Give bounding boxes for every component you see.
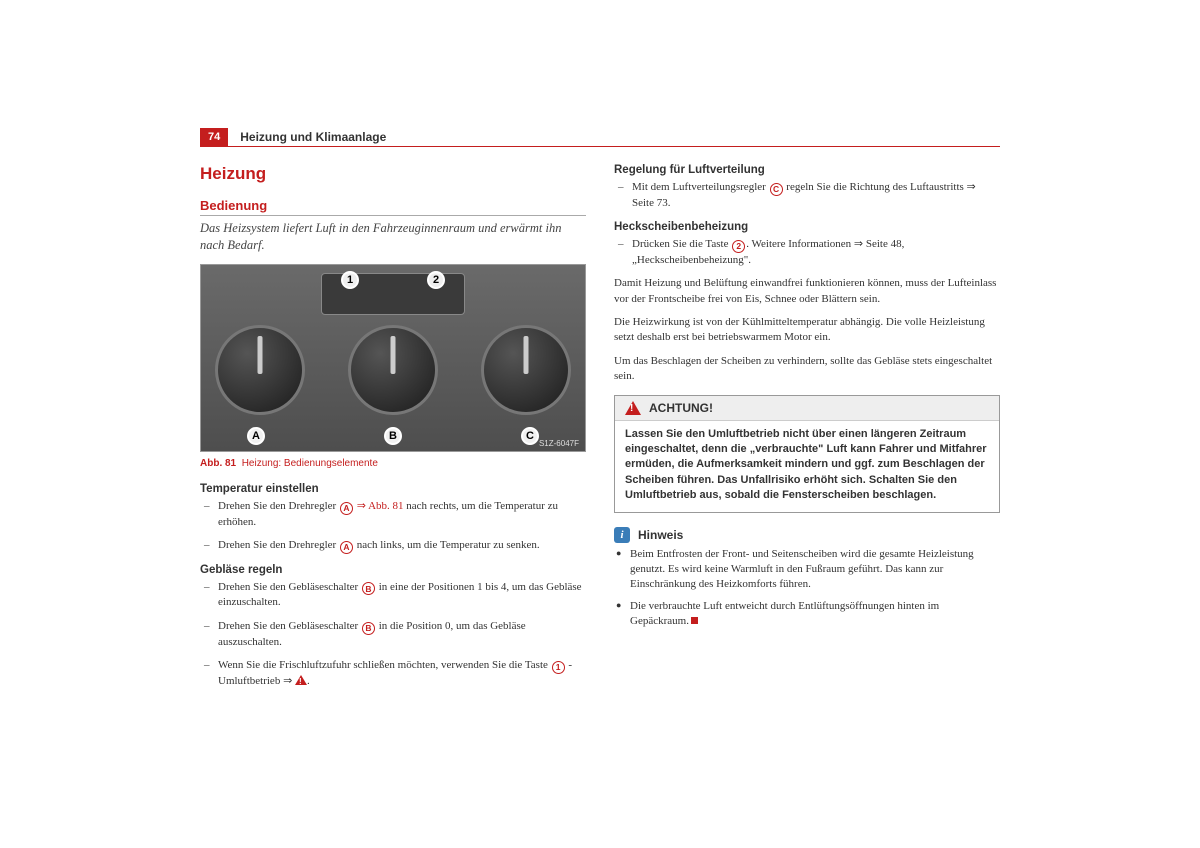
text-fragment: Drehen Sie den Drehregler — [218, 500, 339, 512]
hinweis-item-1: Beim Entfrosten der Front- und Seitensch… — [614, 547, 1000, 593]
left-column: Heizung Bedienung Das Heizsystem liefert… — [200, 164, 586, 697]
text-fragment: nach links, um die Temperatur zu senken. — [354, 539, 540, 551]
figure-id: S1Z-6047F — [539, 439, 579, 448]
text-fragment: Drehen Sie den Gebläseschalter — [218, 581, 361, 593]
callout-a: A — [247, 427, 265, 445]
para-heizwirkung: Die Heizwirkung ist von der Kühlmittelte… — [614, 315, 1000, 346]
fan-item-3: Wenn Sie die Frischluftzufuhr schließen … — [200, 658, 586, 689]
content-columns: Heizung Bedienung Das Heizsystem liefert… — [200, 164, 1000, 697]
rear-list: Drücken Sie die Taste 2. Weitere Informa… — [614, 237, 1000, 268]
ref-button-1: 1 — [552, 661, 565, 674]
info-icon: i — [614, 527, 630, 543]
temp-item-1: Drehen Sie den Drehregler A ⇒ Abb. 81 na… — [200, 499, 586, 530]
page-header: 74 Heizung und Klimaanlage — [200, 128, 1000, 146]
text-fragment: Drehen Sie den Gebläseschalter — [218, 620, 361, 632]
fan-list: Drehen Sie den Gebläseschalter B in eine… — [200, 580, 586, 689]
achtung-title: ACHTUNG! — [649, 401, 713, 415]
dial-b-graphic — [348, 325, 438, 415]
rear-item-1: Drücken Sie die Taste 2. Weitere Informa… — [614, 237, 1000, 268]
warning-triangle-icon — [295, 675, 307, 685]
dist-list: Mit dem Luftverteilungsregler C regeln S… — [614, 180, 1000, 211]
caption-text: Heizung: Bedienungselemente — [242, 458, 378, 469]
dial-a-graphic — [215, 325, 305, 415]
achtung-box: ACHTUNG! Lassen Sie den Umluftbetrieb ni… — [614, 395, 1000, 513]
hinweis-header: i Hinweis — [614, 527, 1000, 543]
manual-page: 74 Heizung und Klimaanlage Heizung Bedie… — [0, 0, 1200, 737]
heading-heckscheibe: Heckscheibenbeheizung — [614, 221, 1000, 233]
callout-2: 2 — [427, 271, 445, 289]
text-fragment: Die verbrauchte Luft entweicht durch Ent… — [630, 600, 939, 627]
text-fragment: Mit dem Luftverteilungsregler — [632, 181, 769, 193]
heading-geblaese: Gebläse regeln — [200, 564, 586, 576]
text-fragment: Drehen Sie den Drehregler — [218, 539, 339, 551]
right-column: Regelung für Luftverteilung Mit dem Luft… — [614, 164, 1000, 697]
ref-dial-c: C — [770, 183, 783, 196]
callout-c: C — [521, 427, 539, 445]
end-mark-icon — [691, 617, 698, 624]
warning-triangle-icon — [625, 401, 641, 415]
header-rule — [200, 146, 1000, 147]
figure-heating-controls: 1 2 A B C S1Z-6047F — [200, 264, 586, 452]
figure-caption: Abb. 81 Heizung: Bedienungselemente — [200, 458, 586, 469]
para-beschlagen: Um das Beschlagen der Scheiben zu verhin… — [614, 354, 1000, 385]
heading-bedienung: Bedienung — [200, 198, 586, 216]
callout-b: B — [384, 427, 402, 445]
fan-item-2: Drehen Sie den Gebläseschalter B in die … — [200, 619, 586, 650]
ref-abb81: ⇒ Abb. 81 — [354, 500, 404, 512]
dist-item-1: Mit dem Luftverteilungsregler C regeln S… — [614, 180, 1000, 211]
caption-prefix: Abb. 81 — [200, 458, 236, 469]
temp-list: Drehen Sie den Drehregler A ⇒ Abb. 81 na… — [200, 499, 586, 554]
achtung-body: Lassen Sie den Umluftbetrieb nicht über … — [615, 421, 999, 512]
achtung-header: ACHTUNG! — [615, 396, 999, 421]
hinweis-title: Hinweis — [638, 528, 683, 542]
hinweis-list: Beim Entfrosten der Front- und Seitensch… — [614, 547, 1000, 630]
heading-heizung: Heizung — [200, 164, 586, 184]
ref-button-2: 2 — [732, 240, 745, 253]
section-title: Heizung und Klimaanlage — [240, 130, 386, 144]
intro-text: Das Heizsystem liefert Luft in den Fahrz… — [200, 220, 586, 254]
text-fragment: Drücken Sie die Taste — [632, 238, 731, 250]
heading-temperatur: Temperatur einstellen — [200, 483, 586, 495]
ref-dial-a: A — [340, 502, 353, 515]
temp-item-2: Drehen Sie den Drehregler A nach links, … — [200, 538, 586, 554]
text-fragment: Wenn Sie die Frischluftzufuhr schließen … — [218, 659, 551, 671]
callout-1: 1 — [341, 271, 359, 289]
dial-c-graphic — [481, 325, 571, 415]
ref-dial-b: B — [362, 582, 375, 595]
heading-luftverteilung: Regelung für Luftverteilung — [614, 164, 1000, 176]
page-number: 74 — [200, 128, 228, 146]
ref-dial-a: A — [340, 541, 353, 554]
ref-dial-b: B — [362, 622, 375, 635]
fan-item-1: Drehen Sie den Gebläseschalter B in eine… — [200, 580, 586, 611]
hinweis-item-2: Die verbrauchte Luft entweicht durch Ent… — [614, 599, 1000, 630]
para-lufteinlass: Damit Heizung und Belüftung einwandfrei … — [614, 276, 1000, 307]
